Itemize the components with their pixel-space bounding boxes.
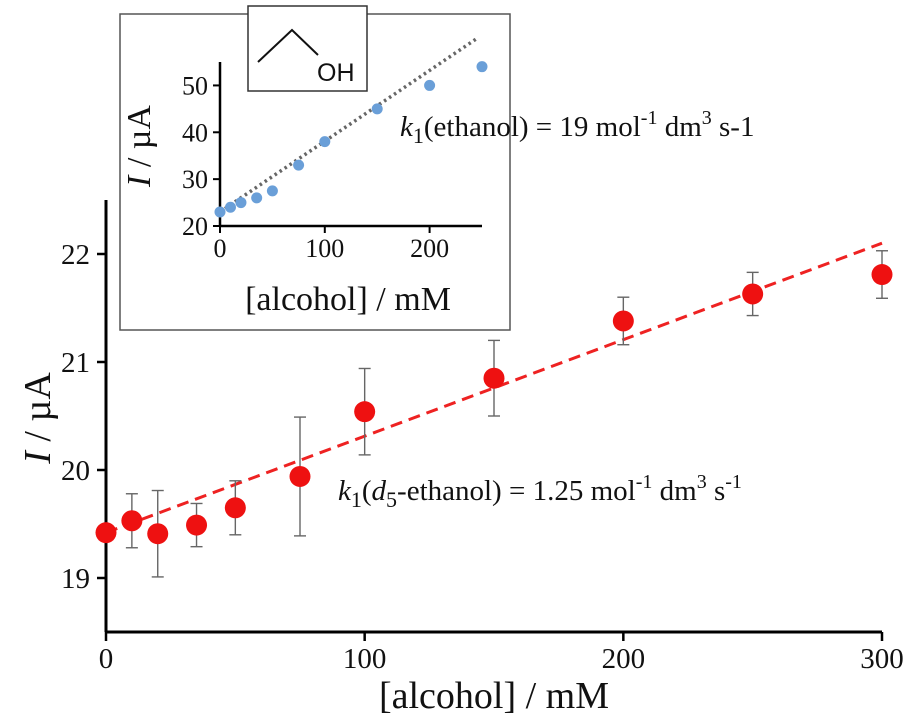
inset-data-point — [214, 206, 226, 218]
inset-annot-sub: 1 — [413, 123, 424, 148]
data-point — [121, 510, 143, 532]
main-y-tick-label: 20 — [61, 455, 90, 487]
structure-box — [247, 5, 368, 92]
main-annot-d-sub: 5 — [386, 487, 397, 512]
inset-fit-line — [219, 37, 478, 214]
inset-annot-exp2: 3 — [702, 107, 712, 129]
main-annot-sub: 1 — [351, 487, 362, 512]
main-rate-annotation: k1(d5-ethanol) = 1.25 mol-1 dm3 s-1 — [338, 471, 742, 512]
inset-data-points — [214, 61, 488, 218]
main-y-tick-label: 22 — [61, 239, 90, 271]
data-point — [147, 523, 169, 545]
main-annot-tail: s — [707, 475, 726, 507]
inset-data-point — [371, 103, 383, 115]
main-annot-exp3: -1 — [725, 471, 742, 493]
main-annot-exp1: -1 — [636, 471, 653, 493]
main-x-tick-label: 0 — [99, 643, 114, 675]
inset-x-tick-label: 0 — [214, 234, 227, 263]
inset-y-axis-italic: I — [121, 174, 158, 188]
main-y-tick-label: 21 — [61, 347, 90, 379]
data-point — [186, 514, 208, 536]
data-point — [289, 465, 311, 487]
main-x-tick-label: 100 — [343, 643, 387, 675]
ethanol-structure: OH — [247, 5, 368, 92]
inset-annot-species: (ethanol) = 19 mol — [424, 111, 641, 143]
inset-fit-segment — [219, 37, 478, 214]
inset-y-tick-label: 30 — [182, 165, 208, 194]
main-y-axis-unit: / µA — [17, 372, 59, 451]
main-y-ticks: 19 20 21 22 — [61, 239, 106, 595]
inset-data-point — [235, 197, 247, 209]
main-x-tick-label: 200 — [602, 643, 646, 675]
main-x-axis-title: [alcohol] / mM — [379, 675, 609, 717]
data-point — [483, 367, 505, 389]
structure-skeleton — [257, 28, 319, 63]
inset-panel: OH 20 30 40 50 0 100 200 [alcohol] / mM I / µ… — [119, 5, 511, 331]
main-annot-species: -ethanol) = 1.25 mol — [397, 475, 636, 507]
inset-x-ticks: 0 100 200 — [214, 226, 449, 263]
inset-y-ticks: 20 30 40 50 — [182, 71, 220, 241]
main-annot-d: d — [372, 475, 387, 507]
main-y-axis-italic: I — [17, 449, 59, 465]
data-point — [742, 283, 764, 305]
main-annot-k: k — [338, 475, 352, 507]
main-y-axis-title: I / µA — [17, 372, 59, 465]
main-annot-exp2: 3 — [697, 471, 707, 493]
inset-y-axis-unit: / µA — [121, 105, 158, 176]
inset-x-tick-label: 100 — [305, 234, 344, 263]
main-annot-mid: dm — [652, 475, 697, 507]
inset-y-tick-label: 20 — [182, 212, 208, 241]
inset-data-point — [424, 79, 436, 91]
data-point — [354, 401, 376, 423]
main-x-tick-label: 300 — [860, 643, 904, 675]
inset-data-point — [251, 192, 263, 204]
inset-x-tick-label: 200 — [410, 234, 449, 263]
data-point — [95, 522, 117, 544]
inset-rate-annotation: k1(ethanol) = 19 mol-1 dm3 s-1 — [400, 107, 754, 148]
inset-y-tick-label: 50 — [182, 71, 208, 100]
data-point — [224, 497, 246, 519]
inset-data-point — [293, 159, 305, 171]
inset-annot-tail: s-1 — [712, 111, 755, 143]
main-y-tick-label: 19 — [61, 563, 90, 595]
data-point — [871, 264, 893, 286]
inset-y-tick-label: 40 — [182, 118, 208, 147]
inset-x-axis-title: [alcohol] / mM — [245, 281, 451, 318]
inset-data-point — [476, 61, 488, 73]
main-x-ticks: 0 100 200 300 — [99, 632, 904, 675]
inset-annot-k: k — [400, 111, 414, 143]
inset-annot-exp1: -1 — [641, 107, 658, 129]
data-point — [612, 310, 634, 332]
inset-annot-mid: dm — [657, 111, 702, 143]
inset-y-axis-title: I / µA — [121, 105, 158, 188]
main-data-points — [95, 264, 893, 545]
inset-data-point — [224, 201, 236, 213]
inset-data-point — [266, 185, 278, 197]
inset-data-point — [319, 136, 331, 148]
main-annot-open: ( — [362, 475, 372, 507]
structure-oh-label: OH — [317, 59, 355, 87]
